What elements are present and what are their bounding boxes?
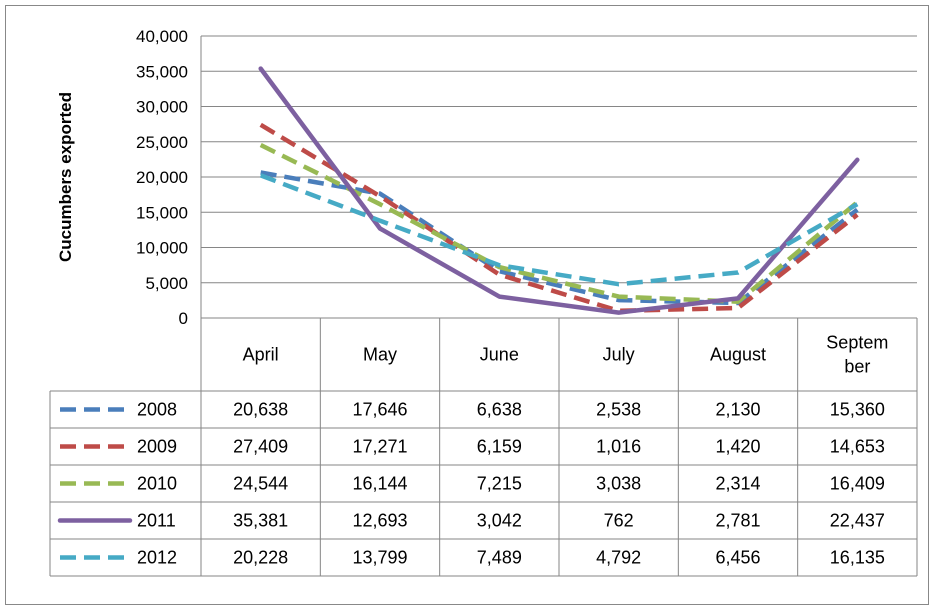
data-label: 17,271 xyxy=(352,437,407,457)
x-tick-label: April xyxy=(243,345,279,365)
y-tick-label: 20,000 xyxy=(136,168,188,187)
data-label: 2,130 xyxy=(715,400,760,420)
legend-label: 2011 xyxy=(137,511,176,531)
data-label: 7,489 xyxy=(477,548,522,568)
series-line-2010 xyxy=(259,142,859,304)
y-tick-label: 15,000 xyxy=(136,203,188,222)
x-tick-label: ber xyxy=(844,357,870,377)
data-label: 15,360 xyxy=(830,400,885,420)
y-tick-label: 40,000 xyxy=(136,27,188,46)
data-label: 22,437 xyxy=(830,511,885,531)
x-tick-label: May xyxy=(363,345,397,365)
series-lines xyxy=(258,66,860,315)
x-tick-label: Septem xyxy=(826,333,888,353)
data-label: 16,144 xyxy=(352,474,407,494)
data-label: 16,409 xyxy=(830,474,885,494)
data-label: 20,228 xyxy=(233,548,288,568)
y-axis-title: Cucumbers exported xyxy=(56,92,75,262)
data-table: April May June July August Septem ber 2008 20,63… xyxy=(49,318,918,577)
data-label: 35,381 xyxy=(233,511,288,531)
y-tick-label: 0 xyxy=(179,309,188,328)
y-tick-label: 10,000 xyxy=(136,239,188,258)
data-label: 20,638 xyxy=(233,400,288,420)
legend-label: 2008 xyxy=(137,400,177,420)
data-label: 7,215 xyxy=(477,474,522,494)
legend-label: 2012 xyxy=(137,548,177,568)
series-line-2011 xyxy=(258,66,860,315)
data-label: 16,135 xyxy=(830,548,885,568)
series-line-2009 xyxy=(259,122,859,314)
data-label: 6,456 xyxy=(715,548,760,568)
data-label: 2,781 xyxy=(715,511,760,531)
series-line-2012 xyxy=(259,173,859,287)
legend-label: 2010 xyxy=(137,474,177,494)
data-label: 14,653 xyxy=(830,437,885,457)
data-label: 13,799 xyxy=(352,548,407,568)
data-label: 4,792 xyxy=(596,548,641,568)
y-tick-label: 5,000 xyxy=(145,274,188,293)
data-label: 2,314 xyxy=(715,474,760,494)
data-label: 12,693 xyxy=(352,511,407,531)
legend-label: 2009 xyxy=(137,437,177,457)
data-label: 27,409 xyxy=(233,437,288,457)
y-axis: 0 5,000 10,000 15,000 20,000 25,000 30,000 35,0… xyxy=(136,27,917,328)
chart-frame xyxy=(5,5,929,605)
x-tick-label: June xyxy=(480,345,519,365)
data-label: 3,038 xyxy=(596,474,641,494)
data-label: 6,638 xyxy=(477,400,522,420)
y-tick-label: 35,000 xyxy=(136,62,188,81)
x-tick-label: July xyxy=(603,345,635,365)
data-label: 762 xyxy=(604,511,634,531)
y-tick-label: 30,000 xyxy=(136,98,188,117)
data-label: 1,016 xyxy=(596,437,641,457)
data-label: 1,420 xyxy=(715,437,760,457)
x-tick-label: August xyxy=(710,345,766,365)
y-tick-label: 25,000 xyxy=(136,133,188,152)
data-label: 17,646 xyxy=(352,400,407,420)
data-label: 3,042 xyxy=(477,511,522,531)
data-label: 6,159 xyxy=(477,437,522,457)
data-label: 2,538 xyxy=(596,400,641,420)
data-label: 24,544 xyxy=(233,474,288,494)
